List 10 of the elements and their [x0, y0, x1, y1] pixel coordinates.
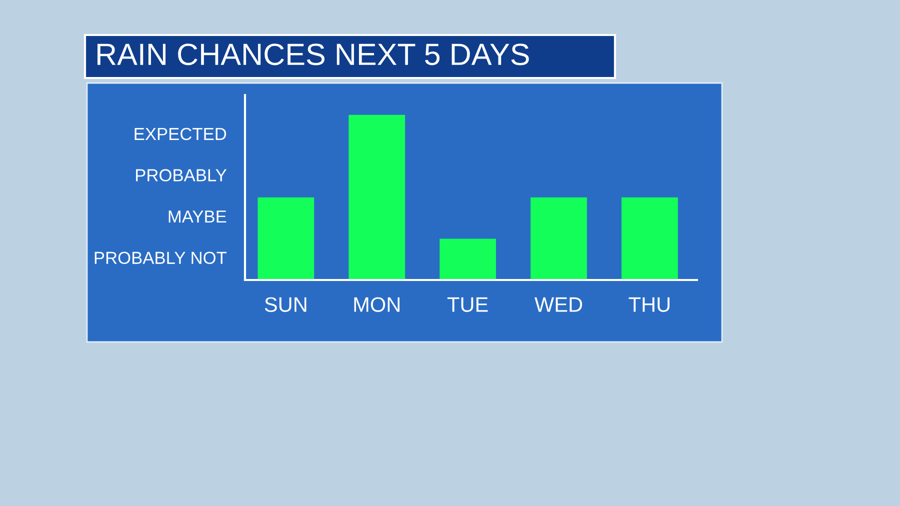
text: EXPECTED [134, 128, 226, 140]
chart-title: RAIN CHANCES NEXT 5 DAYS [98, 44, 529, 66]
x-tick-label: SUN [264, 297, 306, 312]
text: MAYBE [168, 210, 226, 223]
x-tick-label: TUE [447, 297, 488, 312]
x-tick-label: MON [354, 297, 400, 312]
text: PROBABLY NOT [94, 252, 227, 264]
x-tick-label: THU [628, 297, 670, 312]
x-tick-label: WED [534, 297, 582, 312]
text: PROBABLY [136, 169, 227, 182]
